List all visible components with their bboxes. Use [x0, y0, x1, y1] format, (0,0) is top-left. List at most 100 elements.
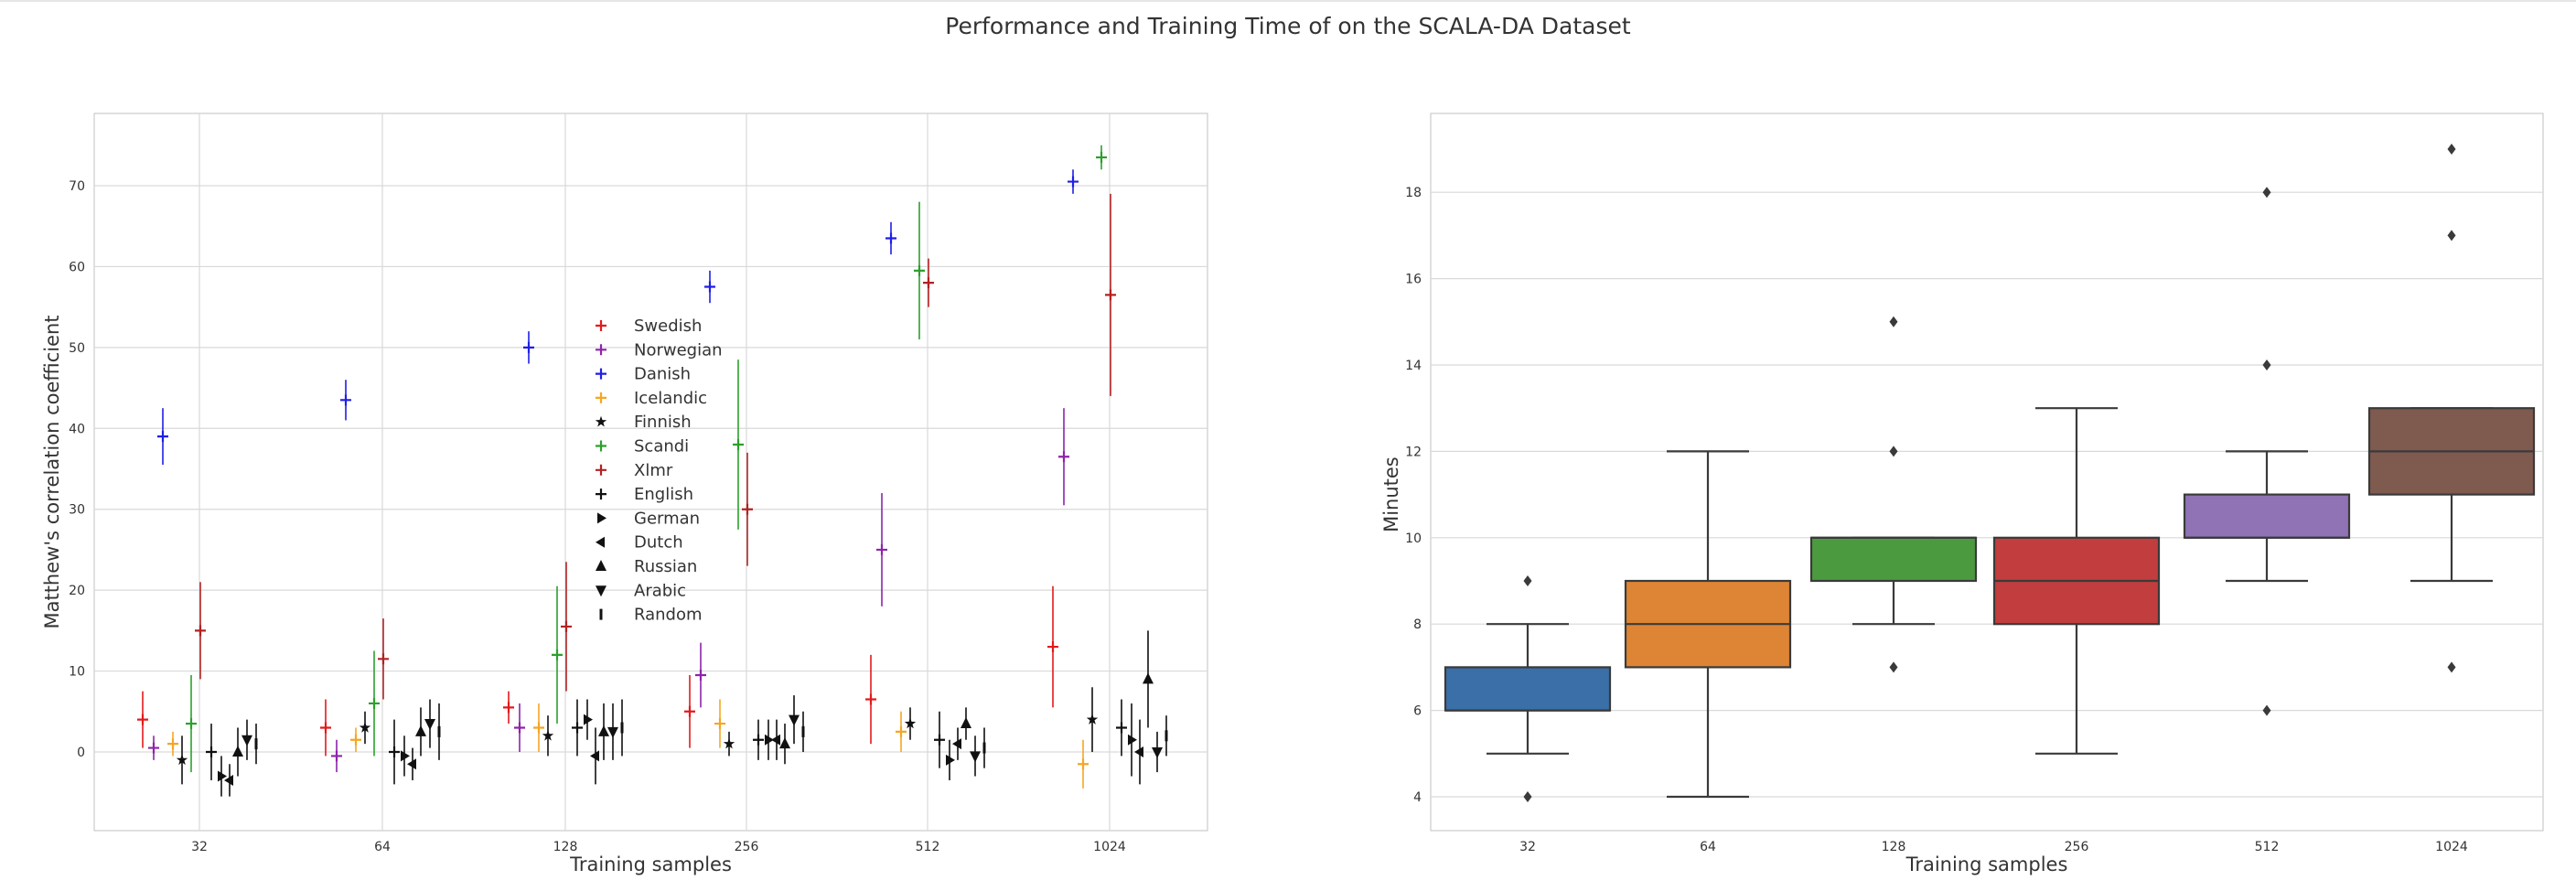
x-axis-label: Training samples	[569, 853, 732, 875]
data-point	[779, 737, 790, 749]
legend-marker	[599, 608, 603, 620]
x-tick-label: 32	[191, 840, 208, 854]
x-axis-label: Training samples	[1905, 853, 2068, 875]
y-tick-label: 12	[1405, 445, 1422, 459]
y-tick-label: 14	[1405, 359, 1422, 373]
x-tick-label: 64	[374, 840, 391, 854]
series-random	[254, 699, 1168, 768]
y-tick-label: 4	[1413, 790, 1422, 805]
data-point	[771, 734, 780, 746]
legend-marker	[596, 488, 606, 500]
y-axis-label: Minutes	[1380, 456, 1402, 532]
outlier-point	[2262, 187, 2271, 199]
x-tick-label: 1024	[2435, 840, 2468, 854]
data-point	[1116, 722, 1127, 734]
outlier-point	[1523, 575, 1532, 586]
data-point	[765, 734, 774, 746]
legend-marker	[595, 415, 607, 427]
data-point	[753, 734, 764, 746]
x-tick-label: 128	[1882, 840, 1906, 854]
series-swedish	[137, 585, 1058, 757]
legend-marker	[596, 392, 606, 403]
outlier-point	[2262, 360, 2271, 370]
data-point	[886, 232, 896, 244]
series-german	[218, 699, 1137, 797]
y-tick-label: 20	[69, 584, 85, 598]
series-arabic	[242, 695, 1163, 777]
data-point	[437, 725, 441, 737]
plot-area	[1430, 113, 2544, 832]
legend-label: Dutch	[634, 533, 683, 553]
y-tick-label: 60	[69, 260, 85, 274]
data-point	[876, 543, 887, 555]
data-point	[424, 719, 435, 731]
outlier-point	[1889, 316, 1898, 327]
series-finnish	[176, 687, 1099, 785]
data-point	[572, 722, 583, 734]
y-tick-label: 10	[1405, 531, 1422, 546]
data-point	[1086, 714, 1099, 725]
data-point	[934, 734, 945, 746]
data-point	[1134, 746, 1143, 757]
data-point	[896, 725, 907, 737]
data-point	[389, 746, 400, 757]
x-tick-label: 256	[2065, 840, 2089, 854]
data-point	[865, 693, 876, 705]
data-point	[789, 714, 800, 726]
series-icelandic	[167, 699, 1089, 789]
outlier-point	[1889, 446, 1898, 457]
legend-marker	[596, 320, 606, 331]
data-point	[1152, 747, 1163, 758]
series-norwegian	[148, 408, 1069, 773]
data-point	[148, 742, 159, 754]
data-point	[714, 718, 725, 730]
data-point	[952, 738, 961, 750]
data-point	[232, 746, 243, 757]
data-point	[801, 725, 805, 737]
data-point	[946, 754, 955, 766]
legend-label: Finnish	[634, 413, 692, 432]
data-point	[415, 725, 426, 736]
legend-label: Random	[634, 606, 703, 625]
legend-marker	[597, 512, 606, 524]
y-tick-label: 70	[69, 179, 85, 194]
top-border	[0, 0, 2576, 2]
box-body	[1809, 536, 1978, 583]
legend-label: English	[634, 485, 693, 504]
data-point	[186, 718, 197, 730]
legend-marker	[596, 536, 605, 548]
box-body	[1444, 666, 1612, 712]
data-point	[254, 738, 258, 750]
data-point	[224, 774, 233, 786]
legend-label: Danish	[634, 365, 691, 384]
data-point	[961, 717, 971, 729]
y-axis-label: Matthew's correlation coefficient	[41, 315, 63, 628]
box-512	[2183, 187, 2351, 716]
outlier-point	[1889, 661, 1898, 673]
data-point	[378, 653, 389, 665]
x-tick-label: 512	[2255, 840, 2280, 854]
data-point	[970, 751, 981, 763]
x-tick-label: 128	[553, 840, 578, 854]
data-point	[320, 722, 331, 734]
data-point	[195, 625, 206, 637]
data-point	[1096, 152, 1107, 164]
data-point	[167, 738, 178, 750]
figure-title: Performance and Training Time of on the …	[945, 13, 1631, 39]
data-point	[1068, 176, 1079, 188]
legend-label: Icelandic	[634, 389, 707, 408]
data-point	[514, 722, 525, 734]
data-point	[552, 649, 563, 660]
data-point	[401, 750, 410, 762]
data-point	[206, 746, 217, 757]
data-point	[733, 438, 744, 450]
box-128	[1809, 316, 1978, 673]
data-point	[598, 725, 609, 736]
data-point	[695, 669, 706, 681]
box-64	[1624, 450, 1792, 799]
legend-label: Scandi	[634, 437, 689, 456]
training-time-boxplot: 4 6 8 10 12 14 16 18 32 64 128 256 512 1024 Training s…	[1380, 113, 2544, 875]
series-danish	[157, 169, 1079, 466]
data-point	[1105, 289, 1116, 301]
